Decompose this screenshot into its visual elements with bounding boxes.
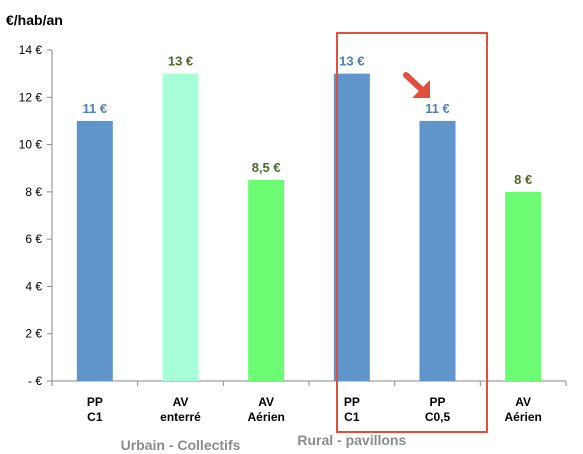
x-category-label: AV [515,395,531,409]
y-axis-label: €/hab/an [6,12,63,28]
x-category-label: AV [258,395,274,409]
bar-value-label: 13 € [168,54,193,69]
bar [248,180,285,381]
bar-value-label: 8 € [514,172,532,187]
bar-value-label: 11 € [83,101,108,116]
y-tick-label: 2 € [25,327,42,341]
y-tick-label: 12 € [19,90,43,104]
y-tick-label: - € [28,374,42,388]
y-tick-label: 10 € [19,138,43,152]
bar [505,191,542,381]
x-category-label: Aérien [504,410,541,424]
bar [162,73,199,382]
arrow-down-right-icon [403,72,430,98]
y-tick-label: 8 € [25,185,42,199]
group-label: Rural - pavillons [297,432,406,448]
highlight-box [336,32,488,433]
bar-value-label: 8,5 € [252,160,281,175]
x-category-label: C0,5 [425,410,451,424]
x-category-label: Aérien [247,410,284,424]
bar-value-label: 11 € [425,101,450,116]
x-category-label: PP [429,395,445,409]
group-label: Urbain - Collectifs [121,437,241,453]
y-tick-label: 6 € [25,232,42,246]
x-category-label: AV [173,395,189,409]
x-category-label: enterré [160,410,201,424]
y-tick-label: 14 € [19,43,43,57]
x-category-label: C1 [344,410,360,424]
y-tick-label: 4 € [25,279,42,293]
bar-value-label: 13 € [339,54,364,69]
x-category-label: PP [87,395,103,409]
x-category-label: PP [344,395,360,409]
bar [419,120,456,381]
bar [76,120,113,381]
bar [333,73,370,382]
x-category-label: C1 [87,410,103,424]
